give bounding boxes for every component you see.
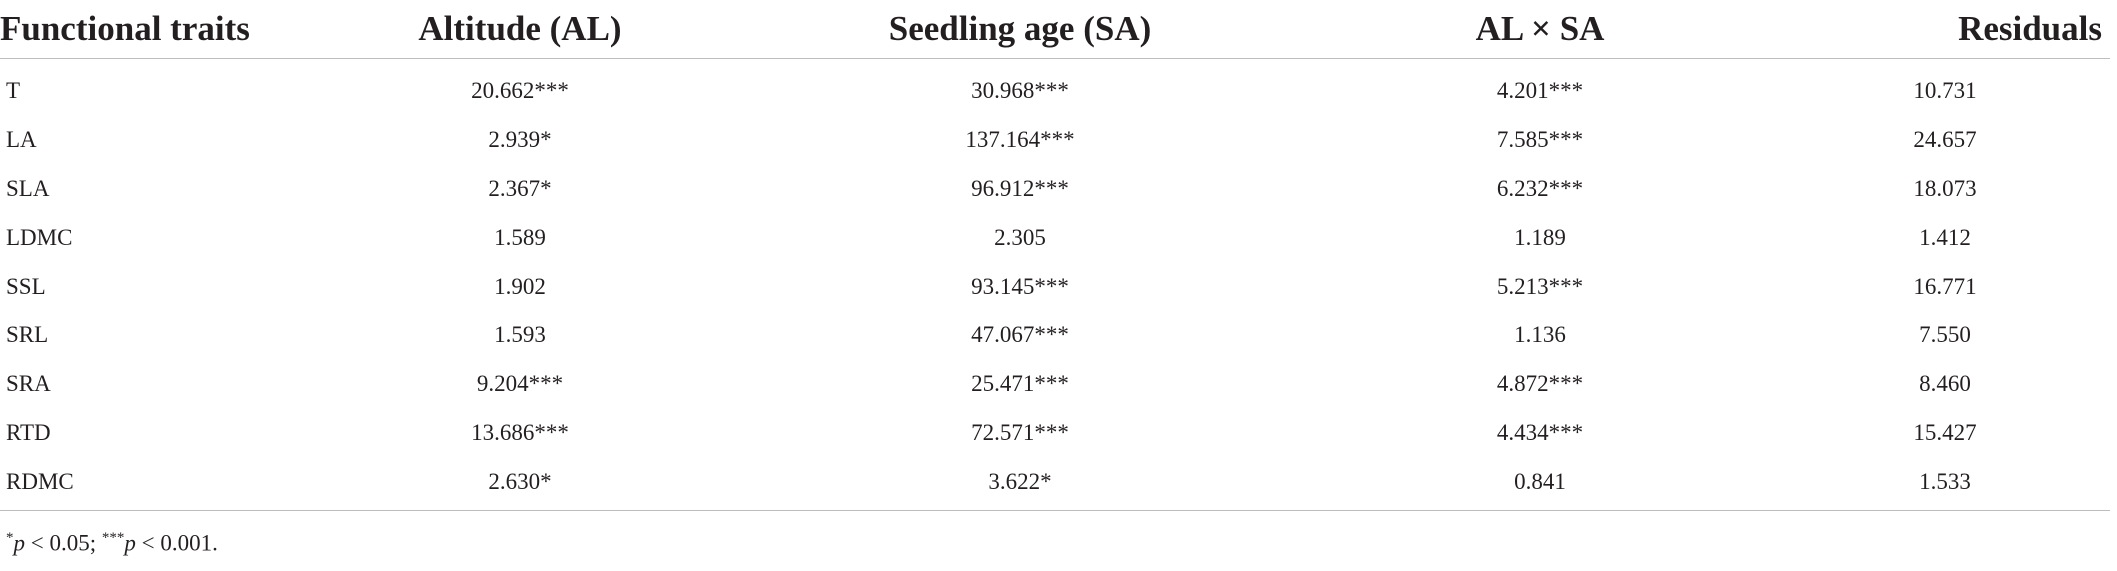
footnote-sig1-mark: * — [6, 530, 14, 546]
cell-residuals: 16.771 — [1913, 273, 1977, 299]
header-al-x-sa: AL × SA — [1300, 0, 1780, 59]
table-row: SRL 1.593 47.067*** 1.136 7.550 — [0, 311, 2110, 360]
cell-seedling-age: 3.622* — [740, 457, 1300, 512]
cell-seedling-age: 25.471*** — [971, 371, 1069, 397]
table-row: RDMC 2.630* 3.622* 0.841 1.533 — [0, 457, 2110, 512]
cell-al-x-sa: 0.841 — [1300, 457, 1780, 512]
cell-altitude: 1.593 — [494, 322, 546, 348]
cell-residuals: 7.550 — [1919, 322, 1971, 348]
table-row: RTD 13.686*** 72.571*** 4.434*** 15.427 — [0, 409, 2110, 458]
header-functional-traits: Functional traits — [0, 0, 300, 59]
cell-al-x-sa: 7.585*** — [1496, 127, 1584, 153]
cell-seedling-age: 72.571*** — [971, 419, 1069, 445]
table-row: LA 2.939* 137.164*** 7.585*** 24.657 — [0, 116, 2110, 165]
cell-altitude: 1.902 — [494, 273, 546, 299]
cell-al-x-sa: 5.213*** — [1496, 273, 1584, 299]
table-row: T 20.662*** 30.968*** 4.201*** 10.731 — [0, 59, 2110, 116]
cell-residuals: 1.412 — [1919, 224, 1971, 250]
table-row: LDMC 1.589 2.305 1.189 1.412 — [0, 213, 2110, 262]
cell-altitude: 9.204*** — [476, 371, 564, 397]
footnote-sig2-text: < 0.001. — [135, 530, 218, 556]
cell-al-x-sa: 1.136 — [1514, 322, 1566, 348]
cell-altitude: 20.662*** — [471, 78, 569, 104]
cell-trait: RTD — [6, 419, 51, 445]
cell-residuals: 15.427 — [1913, 419, 1977, 445]
cell-altitude: 2.367* — [488, 175, 552, 201]
cell-residuals: 10.731 — [1913, 78, 1977, 104]
cell-seedling-age: 2.305 — [994, 224, 1046, 250]
cell-trait: SSL — [6, 273, 46, 299]
cell-seedling-age: 137.164*** — [965, 127, 1075, 153]
header-altitude: Altitude (AL) — [300, 0, 740, 59]
cell-seedling-age: 93.145*** — [971, 273, 1069, 299]
cell-residuals: 1.533 — [1780, 457, 2110, 512]
cell-seedling-age: 30.968*** — [971, 78, 1069, 104]
cell-trait: T — [6, 78, 21, 104]
cell-altitude: 13.686*** — [471, 419, 569, 445]
footnote-sig1-var: p — [13, 530, 26, 556]
cell-residuals: 8.460 — [1919, 371, 1971, 397]
table-row: SSL 1.902 93.145*** 5.213*** 16.771 — [0, 262, 2110, 311]
table-row: SLA 2.367* 96.912*** 6.232*** 18.073 — [0, 165, 2110, 214]
cell-residuals: 18.073 — [1913, 175, 1977, 201]
cell-trait: SRL — [6, 322, 49, 348]
cell-altitude: 1.589 — [494, 224, 546, 250]
cell-altitude: 2.630* — [300, 457, 740, 512]
header-residuals: Residuals — [1780, 0, 2110, 59]
cell-trait: LA — [6, 127, 37, 153]
cell-altitude: 2.939* — [488, 127, 552, 153]
cell-seedling-age: 47.067*** — [971, 322, 1069, 348]
anova-table: Functional traits Altitude (AL) Seedling… — [0, 0, 2110, 512]
footnote-sig2-var: p — [124, 530, 136, 556]
cell-trait: SRA — [6, 371, 51, 397]
footnote-sig2-mark: *** — [101, 530, 125, 546]
table-footnote: *p < 0.05; ***p < 0.001. — [6, 530, 218, 557]
table-body: T 20.662*** 30.968*** 4.201*** 10.731 LA… — [0, 59, 2110, 512]
cell-seedling-age: 96.912*** — [971, 175, 1069, 201]
cell-al-x-sa: 6.232*** — [1496, 175, 1584, 201]
cell-trait: LDMC — [6, 224, 73, 250]
cell-residuals: 24.657 — [1913, 127, 1977, 153]
cell-trait: SLA — [6, 175, 50, 201]
table-header: Functional traits Altitude (AL) Seedling… — [0, 0, 2110, 59]
header-seedling-age: Seedling age (SA) — [740, 0, 1300, 59]
cell-trait: RDMC — [0, 457, 300, 512]
cell-al-x-sa: 4.872*** — [1496, 371, 1584, 397]
cell-al-x-sa: 4.434*** — [1496, 419, 1584, 445]
cell-al-x-sa: 1.189 — [1514, 224, 1566, 250]
footnote-sig1-text: < 0.05; — [25, 530, 102, 556]
table-row: SRA 9.204*** 25.471*** 4.872*** 8.460 — [0, 360, 2110, 409]
header-row: Functional traits Altitude (AL) Seedling… — [0, 0, 2110, 59]
cell-al-x-sa: 4.201*** — [1496, 78, 1584, 104]
